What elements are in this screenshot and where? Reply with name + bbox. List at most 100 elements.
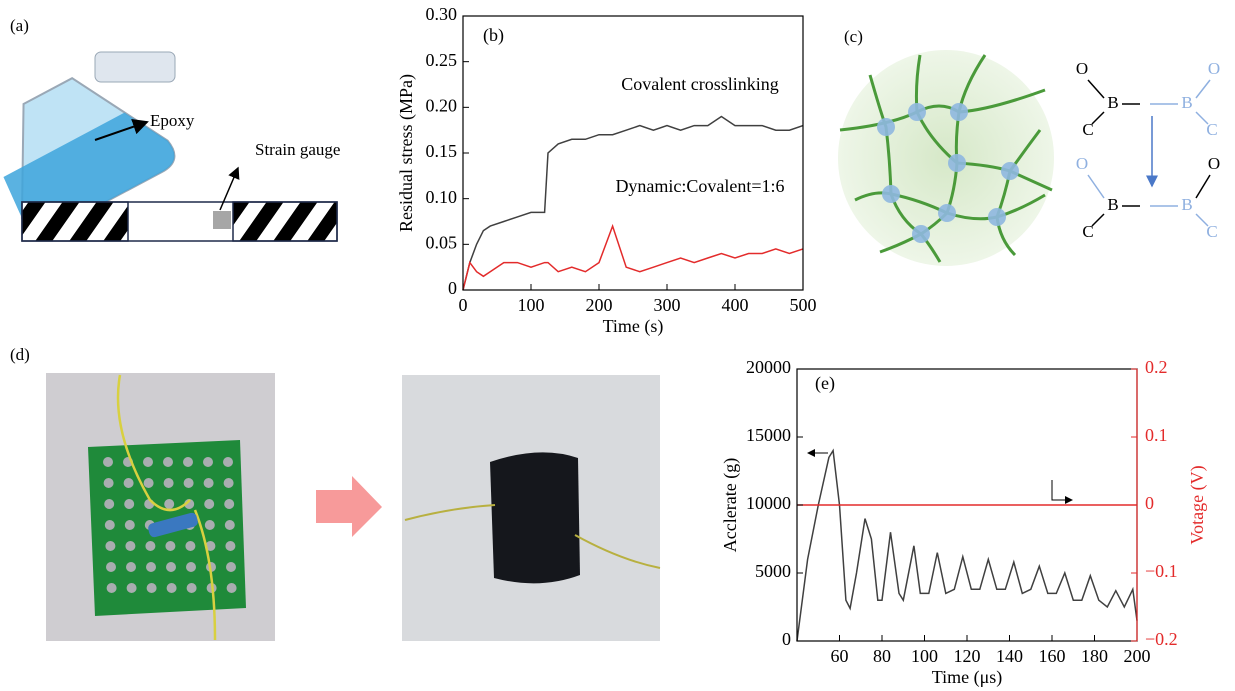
board-hole — [103, 478, 114, 488]
y-tick-label: 20000 — [746, 357, 791, 377]
board-hole — [186, 583, 197, 593]
x-axis-label: Time (μs) — [932, 667, 1003, 688]
y2-tick-label: −0.2 — [1145, 629, 1178, 649]
axis-arrow — [1051, 480, 1073, 504]
board-hole — [164, 499, 175, 509]
series-label: Covalent crosslinking — [621, 74, 778, 94]
board-hole — [105, 541, 116, 551]
y2-tick-label: 0.2 — [1145, 357, 1168, 377]
board-hole — [166, 562, 176, 572]
x-tick-label: 500 — [790, 295, 817, 315]
x-tick-label: 200 — [586, 295, 613, 315]
board-hole — [163, 457, 173, 467]
y-tick-label: 10000 — [746, 493, 791, 513]
board-hole — [185, 541, 196, 551]
board-hole — [166, 583, 177, 593]
x-tick-label: 400 — [722, 295, 749, 315]
series-line — [462, 115, 804, 291]
annotation: Strain gauge — [255, 140, 340, 159]
x-tick-label: 180 — [1081, 646, 1108, 666]
atom: B — [1181, 195, 1192, 214]
y-tick-label: 0.15 — [426, 141, 458, 161]
board-hole — [104, 499, 115, 509]
plot-frame — [462, 15, 804, 291]
board-hole — [224, 520, 235, 530]
y2-tick-label: 0.1 — [1145, 425, 1168, 445]
atom: O — [1076, 154, 1088, 173]
x-tick-label: 100 — [911, 646, 938, 666]
board-hole — [143, 478, 154, 488]
board-hole — [146, 583, 157, 593]
y-axis-label: Acclerate (g) — [720, 458, 741, 552]
board-hole — [204, 499, 215, 509]
board-hole — [165, 541, 176, 551]
board-hole — [224, 499, 235, 509]
board-hole — [203, 457, 213, 467]
atom: C — [1206, 120, 1217, 139]
atom: B — [1107, 195, 1118, 214]
annotation: Epoxy — [150, 111, 195, 130]
series-line — [796, 448, 1138, 642]
y-tick-label: 0.20 — [426, 95, 458, 115]
x-tick-label: 60 — [831, 646, 849, 666]
board-hole — [183, 478, 194, 488]
board-hole — [124, 499, 135, 509]
panel-d: (d) — [10, 345, 661, 641]
panel-c: (c) O B C B O C O B — [838, 27, 1220, 266]
x-tick-label: 0 — [459, 295, 468, 315]
x-tick-label: 80 — [873, 646, 891, 666]
board-hole — [125, 541, 136, 551]
board-hole — [223, 478, 234, 488]
board-hole — [106, 562, 116, 572]
atom: O — [1076, 59, 1088, 78]
panel-label: (c) — [844, 27, 863, 46]
y-tick-label: 0 — [782, 629, 791, 649]
series-line — [462, 223, 804, 291]
y-axis-label: Residual stress (MPa) — [396, 74, 417, 232]
atom: C — [1082, 120, 1093, 139]
x-tick-label: 200 — [1124, 646, 1151, 666]
board-hole — [146, 562, 156, 572]
board-hole — [205, 541, 216, 551]
board-hole — [103, 457, 113, 467]
panel-label: (d) — [10, 345, 30, 364]
x-tick-label: 300 — [654, 295, 681, 315]
y-tick-label: 15000 — [746, 425, 791, 445]
atom: B — [1107, 93, 1118, 112]
board-hole — [143, 457, 153, 467]
panel-label: (a) — [10, 16, 29, 35]
y-tick-label: 0.10 — [426, 187, 458, 207]
y2-tick-label: 0 — [1145, 493, 1154, 513]
y-tick-label: 0 — [448, 278, 457, 298]
board-hole — [163, 478, 174, 488]
panel-a: (a) Epoxy Strain gauge — [3, 16, 340, 242]
x-tick-label: 140 — [996, 646, 1023, 666]
y2-tick-label: −0.1 — [1145, 561, 1178, 581]
x-tick-label: 160 — [1039, 646, 1066, 666]
board-hole — [106, 583, 117, 593]
board-hole — [203, 478, 214, 488]
chart-label: (b) — [483, 25, 504, 46]
board-hole — [145, 541, 156, 551]
board-hole — [186, 562, 196, 572]
y-tick-label: 0.25 — [426, 50, 458, 70]
atom: C — [1082, 222, 1093, 241]
board-hole — [183, 457, 193, 467]
board-hole — [204, 520, 215, 530]
chart-label: (e) — [815, 373, 835, 394]
atom: C — [1206, 222, 1217, 241]
board-hole — [225, 541, 236, 551]
y-tick-label: 5000 — [755, 561, 791, 581]
board-hole — [226, 583, 237, 593]
atom: O — [1208, 154, 1220, 173]
atom: B — [1181, 93, 1192, 112]
atom: O — [1208, 59, 1220, 78]
board-hole — [124, 520, 135, 530]
x-axis-label: Time (s) — [603, 316, 664, 337]
board-hole — [126, 583, 137, 593]
y2-axis-label: Votage (V) — [1187, 465, 1208, 544]
board-hole — [223, 457, 233, 467]
board-hole — [123, 478, 134, 488]
x-tick-label: 120 — [954, 646, 981, 666]
